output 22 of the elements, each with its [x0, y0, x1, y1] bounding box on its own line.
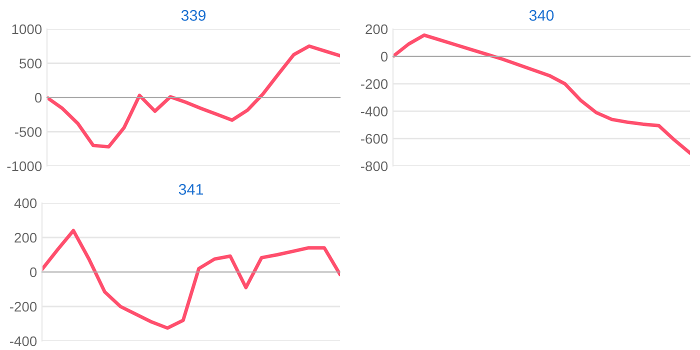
y-tick-label: 1000	[12, 24, 42, 34]
y-tick-label: 0	[30, 267, 37, 278]
y-tick-label: -800	[360, 161, 388, 172]
line-series	[393, 33, 690, 155]
chart-title: 339	[181, 10, 206, 21]
chart-title: 340	[529, 10, 554, 21]
y-tick-label: 400	[14, 198, 37, 208]
y-tick-label: -400	[360, 106, 388, 116]
y-tick-label: 0	[380, 52, 388, 62]
y-tick-label: -500	[14, 127, 42, 137]
y-tick-label: -400	[10, 336, 37, 346]
y-tick-label: 500	[20, 58, 42, 68]
y-tick-label: 200	[14, 232, 37, 243]
y-tick-label: -600	[360, 134, 388, 144]
y-tick-label: -200	[10, 302, 37, 312]
y-tick-label: -200	[360, 79, 388, 89]
line-series	[47, 44, 340, 149]
line-series	[42, 228, 340, 330]
y-tick-label: -1000	[7, 161, 42, 172]
y-tick-label: 0	[34, 92, 42, 103]
chart-title: 341	[178, 184, 203, 195]
y-tick-label: 200	[366, 24, 388, 34]
